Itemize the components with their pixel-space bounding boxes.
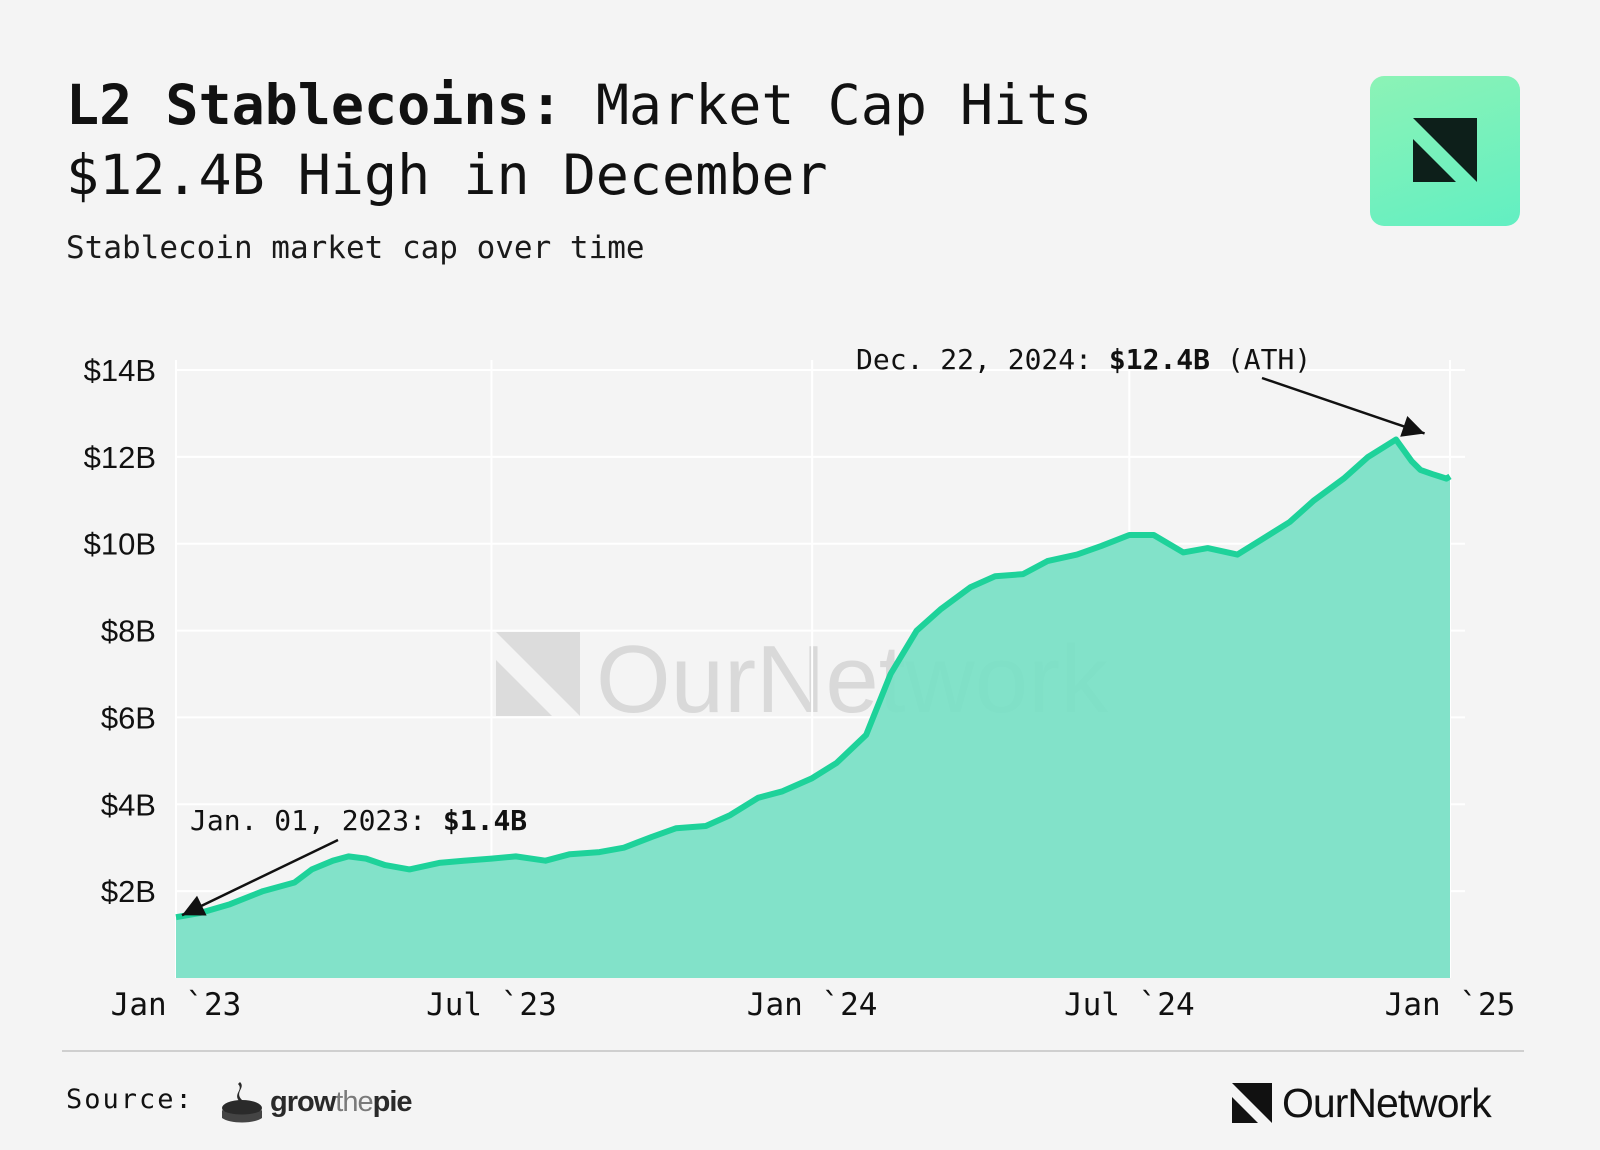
- annotation-ath-arrow-head: [1400, 415, 1425, 437]
- growthepie-logo: growthepie: [220, 1078, 413, 1126]
- annotation-start-arrow-line: [181, 838, 339, 917]
- x-tick-label: Jul `23: [426, 987, 557, 1023]
- series-line: [175, 436, 1452, 921]
- ournetwork-badge-icon: [1413, 118, 1477, 182]
- watermark: [496, 632, 580, 716]
- footer-divider: [62, 1050, 1524, 1052]
- y-tick-label: $12B: [84, 440, 156, 475]
- series-area: [176, 439, 1450, 978]
- growthepie-word-b: the: [335, 1085, 373, 1118]
- chart-title-bold: L2 Stablecoins:: [66, 73, 563, 137]
- annotation-ath: Dec. 22, 2024: $12.4B (ATH): [856, 343, 1311, 376]
- y-tick-label: $10B: [84, 527, 156, 562]
- y-tick-label: $6B: [101, 700, 156, 735]
- chart-title: L2 Stablecoins: Market Cap Hits $12.4B H…: [66, 70, 1266, 210]
- ournetwork-badge-logo: [1370, 76, 1520, 226]
- annotation-start: Jan. 01, 2023: $1.4B: [190, 804, 527, 837]
- growthepie-wordmark: growthepie: [270, 1085, 413, 1119]
- ournetwork-footer-icon: [1232, 1083, 1272, 1123]
- x-tick-label: Jan `25: [1385, 987, 1516, 1023]
- growthepie-word-a: grow: [270, 1085, 336, 1118]
- source-label: Source:: [66, 1084, 194, 1115]
- x-tick-label: Jan `24: [747, 987, 878, 1023]
- y-tick-label: $4B: [101, 787, 156, 822]
- x-tick-label: Jan `23: [111, 987, 242, 1023]
- growthepie-icon: [222, 1082, 262, 1123]
- annotation-start-arrow-head: [182, 895, 207, 916]
- y-tick-label: $2B: [101, 874, 156, 909]
- chart-title-rest: Market Cap Hits $12.4B High in December: [66, 73, 1093, 207]
- y-tick-label: $14B: [84, 353, 156, 388]
- y-tick-label: $8B: [101, 614, 156, 649]
- growthepie-word-c: pie: [372, 1085, 413, 1118]
- ournetwork-wordmark: OurNetwork: [1282, 1079, 1492, 1126]
- chart-subtitle: Stablecoin market cap over time: [66, 230, 645, 266]
- ournetwork-footer-logo: OurNetwork: [1232, 1079, 1492, 1126]
- x-tick-label: Jul `24: [1064, 987, 1195, 1023]
- annotation-ath-arrow-line: [1261, 376, 1425, 435]
